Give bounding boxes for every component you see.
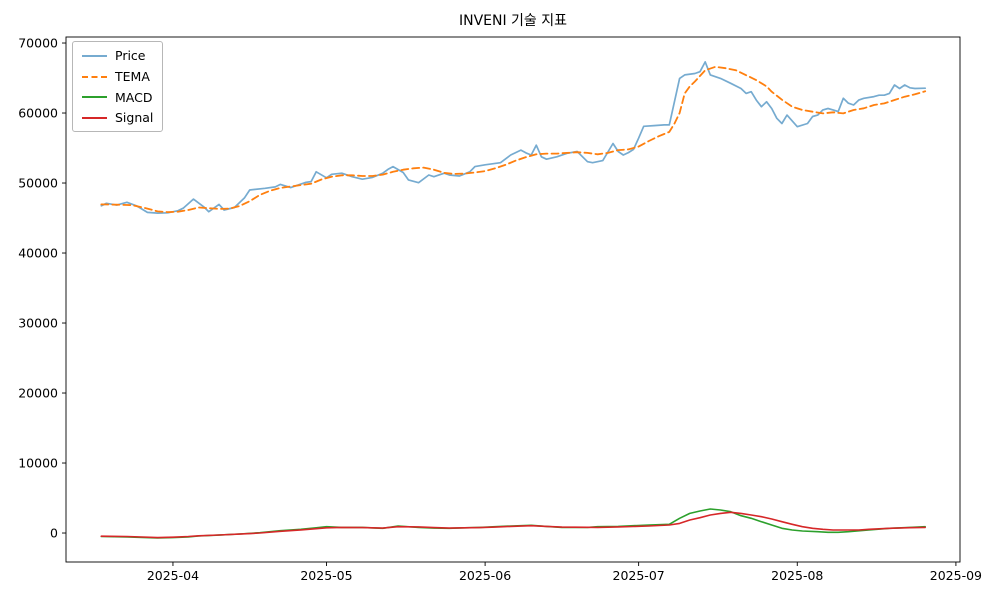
legend-item-price: Price	[82, 49, 153, 63]
legend-swatch-tema-icon	[82, 75, 107, 78]
legend-swatch-signal-icon	[82, 117, 107, 120]
x-tick-label: 2025-09	[930, 568, 982, 583]
y-tick-label: 60000	[18, 106, 58, 121]
x-tick-label: 2025-05	[300, 568, 352, 583]
y-tick-label: 70000	[18, 36, 58, 51]
x-tick-label: 2025-06	[459, 568, 511, 583]
legend-swatch-macd-icon	[82, 96, 107, 99]
y-tick-label: 30000	[18, 316, 58, 331]
legend-item-macd: MACD	[82, 89, 153, 105]
legend-label-price: Price	[115, 48, 146, 63]
series-line-signal	[100, 511, 927, 539]
x-tick-label: 2025-07	[613, 568, 665, 583]
series-line-price	[100, 61, 927, 214]
legend-label-macd: MACD	[115, 89, 153, 105]
y-tick-label: 0	[50, 526, 58, 541]
legend-swatch-price-icon	[82, 54, 107, 57]
series-line-tema	[100, 65, 927, 214]
y-tick-label: 40000	[18, 246, 58, 261]
legend-label-signal: Signal	[115, 110, 154, 126]
y-tick-label: 50000	[18, 176, 58, 191]
series-line-macd	[100, 508, 927, 539]
y-tick-label: 20000	[18, 386, 58, 401]
legend-label-tema: TEMA	[115, 68, 150, 84]
plot-border	[65, 36, 961, 563]
x-tick-label: 2025-04	[147, 568, 199, 583]
legend-item-signal: Signal	[82, 111, 153, 125]
x-tick-label: 2025-08	[771, 568, 823, 583]
y-tick-label: 10000	[18, 456, 58, 471]
chart-title: INVENI 기술 지표	[458, 13, 568, 29]
legend-item-tema: TEMA	[82, 68, 153, 84]
legend: Price TEMA MACD Signal	[72, 41, 163, 132]
